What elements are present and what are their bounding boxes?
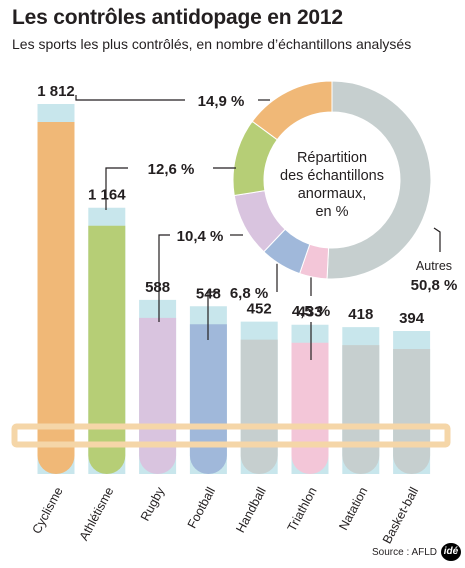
value-label-rugby: 588 [145, 279, 170, 296]
bar-handball [240, 339, 278, 474]
leader-autres [433, 227, 441, 252]
pct-label-autres: 50,8 % [411, 277, 458, 294]
bar-athletisme [88, 225, 126, 474]
value-label-football: 548 [196, 285, 221, 302]
leader-rugby [158, 234, 170, 322]
category-label-natation: Natation [336, 485, 370, 533]
tubes-layer [37, 104, 431, 474]
pct-label-triathlon: 4,5 % [292, 303, 330, 320]
bar-cyclisme [37, 122, 75, 474]
leader-athletisme [105, 167, 128, 210]
slice-autres [326, 80, 432, 280]
pct-label-athletisme: 12,6 % [148, 161, 195, 178]
bar-triathlon [291, 342, 329, 474]
leader-football [207, 291, 220, 340]
slice-cyclisme [251, 80, 333, 141]
pct-label-cyclisme: 14,9 % [198, 93, 245, 110]
value-label-athletisme: 1 164 [88, 187, 126, 204]
pct-label-football: 6,8 % [230, 285, 268, 302]
value-label-natation: 418 [348, 306, 373, 323]
bar-rugby [139, 317, 177, 474]
chart-title: Les contrôles antidopage en 2012 [12, 6, 343, 29]
bar-basket-ball [393, 348, 431, 474]
publisher-logo: idé [441, 543, 461, 561]
tube-rack [11, 423, 451, 448]
value-label-basket-ball: 394 [399, 310, 425, 327]
category-label-football: Football [185, 485, 218, 531]
bar-football [189, 324, 227, 474]
category-label-athletisme: Athlétisme [77, 485, 117, 543]
rack-layer [11, 423, 451, 448]
category-label-rugby: Rugby [138, 484, 168, 523]
value-label-cyclisme: 1 812 [37, 83, 75, 100]
value-label-triathlon: 433 [297, 304, 322, 321]
pct-label-rugby: 10,4 % [177, 228, 224, 245]
leader-layer [75, 95, 441, 360]
source-note: Source : AFLD [372, 547, 438, 558]
bar-natation [342, 345, 380, 474]
leader-cyclisme [75, 95, 185, 101]
donut-layer [232, 80, 432, 280]
slice-name-autres: Autres [416, 259, 452, 273]
category-label-handball: Handball [233, 485, 269, 535]
category-label-basket-ball: Basket-ball [380, 485, 421, 546]
category-label-cyclisme: Cyclisme [29, 485, 65, 536]
category-label-triathlon: Triathlon [285, 485, 320, 534]
value-label-handball: 452 [247, 301, 272, 318]
chart-subtitle: Les sports les plus contrôlés, en nombre… [12, 36, 412, 52]
donut-title: Répartition des échantillons anormaux, en % [280, 150, 384, 220]
